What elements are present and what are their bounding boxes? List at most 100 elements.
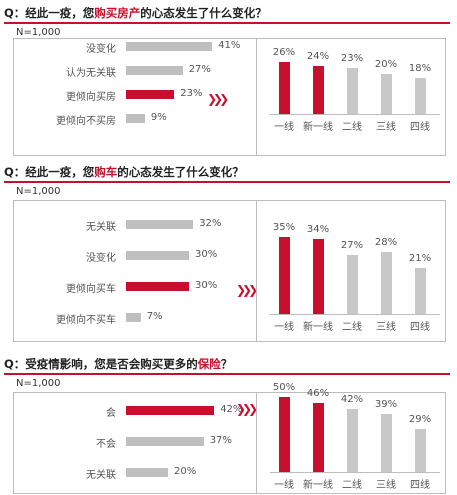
column (414, 267, 426, 314)
column (414, 78, 426, 114)
column (312, 66, 324, 114)
value-label: 26% (272, 47, 296, 58)
category-label: 一线 (274, 122, 294, 133)
category-label: 三线 (376, 322, 396, 333)
value-label: 18% (408, 63, 432, 74)
arrow-icon: ❯❯❯ (236, 283, 258, 297)
value-label: 34% (306, 224, 330, 236)
bar (126, 251, 189, 260)
value-label: 39% (374, 398, 398, 410)
question-prefix: Q：经此一疫，您 (4, 6, 95, 20)
sample-size: N=1,000 (16, 27, 61, 38)
question-suffix: ？ (220, 357, 233, 371)
row-label: 不会 (96, 439, 116, 450)
value-label: 29% (408, 413, 432, 425)
column (278, 397, 290, 472)
bar (126, 42, 213, 51)
row-label: 认为无关联 (66, 68, 116, 79)
section-insurance: Q：受疫情影响，您是否会购买更多的保险？ N=1,000 ❯❯❯ 会 42% 不会 3… (0, 350, 457, 495)
section-housing: Q：经此一疫，您购买房产的心态发生了什么变化？ N=1,000 ❯❯❯ 没变化 4… (0, 0, 457, 160)
divider (256, 392, 257, 494)
value-label: 50% (272, 382, 296, 393)
category-label: 二线 (342, 322, 362, 333)
question-highlight: 购车 (94, 165, 118, 179)
category-label: 三线 (376, 480, 396, 491)
bar (126, 437, 204, 446)
question-suffix: 的心态发生了什么变化？ (117, 165, 244, 179)
bar (126, 468, 168, 477)
bar (126, 114, 145, 123)
value-label: 37% (209, 435, 232, 446)
row-label: 会 (106, 408, 116, 419)
column (312, 239, 324, 314)
question-title: Q：经此一疫，您购车的心态发生了什么变化？ (4, 164, 244, 180)
bar (126, 313, 141, 322)
bar (126, 66, 183, 75)
question-prefix: Q：经此一疫，您 (4, 165, 95, 179)
column (278, 62, 290, 114)
category-label: 二线 (342, 480, 362, 491)
value-label: 32% (199, 218, 222, 229)
bar (126, 220, 194, 229)
category-label: 四线 (410, 122, 430, 133)
question-highlight: 购买房产 (94, 6, 141, 20)
divider (256, 38, 257, 156)
red-rule (4, 373, 450, 375)
row-label: 更倾向买车 (66, 284, 116, 295)
category-label: 二线 (342, 122, 362, 133)
value-label: 9% (150, 112, 167, 123)
baseline (270, 472, 440, 473)
bar (126, 90, 175, 99)
row-label: 更倾向买房 (66, 92, 116, 103)
value-label: 30% (195, 280, 218, 291)
red-rule (4, 22, 450, 24)
value-label: 42% (220, 404, 243, 415)
category-label: 新一线 (303, 480, 333, 491)
value-label: 28% (374, 237, 398, 249)
value-label: 27% (340, 239, 364, 251)
section-car: Q：经此一疫，您购车的心态发生了什么变化？ N=1,000 ❯❯❯ 无关联 32%… (0, 158, 457, 343)
value-label: 21% (408, 252, 432, 264)
value-label: 42% (340, 394, 364, 405)
sample-size: N=1,000 (16, 378, 61, 389)
value-label: 24% (306, 51, 330, 62)
value-label: 7% (146, 311, 163, 322)
value-label: 30% (195, 249, 218, 260)
question-title: Q：受疫情影响，您是否会购买更多的保险？ (4, 356, 232, 372)
red-rule (4, 181, 450, 183)
category-label: 一线 (274, 480, 294, 491)
column (346, 254, 358, 314)
value-label: 35% (272, 222, 296, 233)
question-suffix: 的心态发生了什么变化？ (140, 6, 267, 20)
column (312, 403, 324, 472)
column (346, 68, 358, 114)
row-label: 没变化 (86, 253, 116, 264)
value-label: 20% (374, 59, 398, 70)
question-highlight: 保险 (197, 357, 221, 371)
value-label: 46% (306, 388, 330, 399)
value-label: 27% (188, 64, 211, 75)
row-label: 更倾向不买房 (56, 116, 116, 127)
baseline (270, 314, 440, 315)
divider (256, 200, 257, 342)
chart-frame (13, 200, 446, 342)
column (414, 428, 426, 472)
value-label: 23% (340, 53, 364, 64)
category-label: 四线 (410, 322, 430, 333)
category-label: 新一线 (303, 322, 333, 333)
row-label: 无关联 (86, 222, 116, 233)
category-label: 四线 (410, 480, 430, 491)
row-label: 没变化 (86, 44, 116, 55)
value-label: 23% (180, 88, 203, 99)
bar (126, 282, 189, 291)
question-prefix: Q：受疫情影响，您是否会购买更多的 (4, 357, 198, 371)
category-label: 三线 (376, 122, 396, 133)
column (380, 252, 392, 314)
bar (126, 406, 215, 415)
category-label: 新一线 (303, 122, 333, 133)
question-title: Q：经此一疫，您购买房产的心态发生了什么变化？ (4, 5, 267, 21)
baseline (270, 114, 440, 115)
column (346, 409, 358, 472)
row-label: 无关联 (86, 470, 116, 481)
category-label: 一线 (274, 322, 294, 333)
